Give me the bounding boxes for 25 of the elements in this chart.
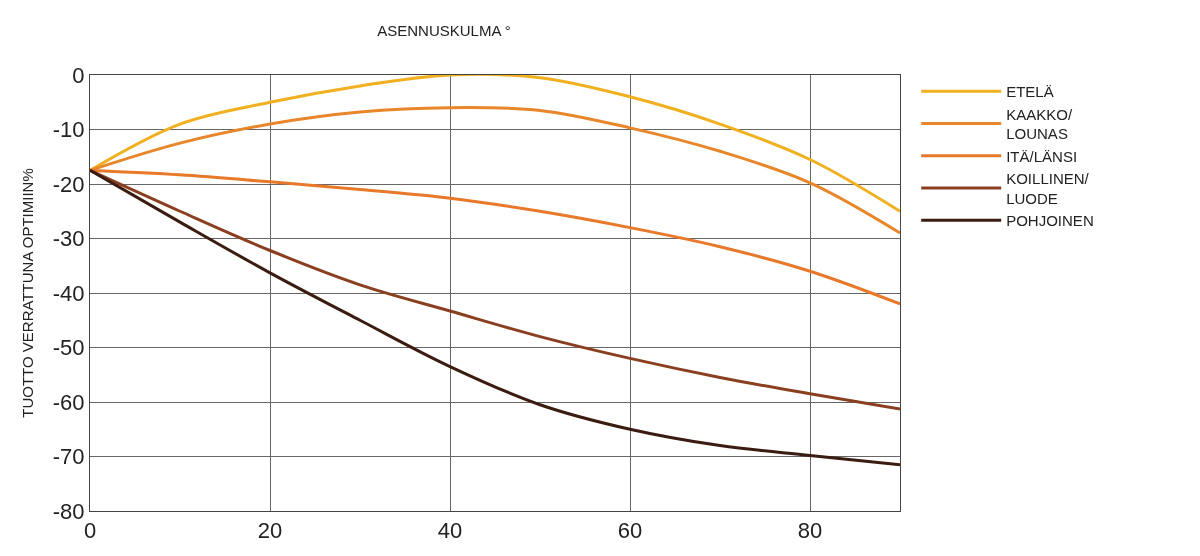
x-tick-label: 20 — [257, 518, 283, 544]
line-series — [90, 168, 900, 467]
line-series — [90, 75, 900, 213]
chart-title: ASENNUSKULMA ° — [377, 21, 511, 39]
y-tick-label: -40 — [52, 280, 85, 306]
y-tick-label: 0 — [72, 62, 85, 88]
y-axis-title: TUOTTO VERRATTUNA OPTIMIIN% — [19, 168, 37, 418]
text: KAAKKO/ LOUNAS — [1006, 105, 1073, 143]
x-tick-label: 60 — [617, 518, 643, 544]
y-tick-label: -50 — [52, 335, 85, 361]
text: ETELÄ — [1006, 83, 1054, 101]
y-tick-label: -30 — [52, 226, 85, 252]
line-series — [90, 168, 900, 411]
y-tick-label: -60 — [52, 389, 85, 415]
y-tick-label: -10 — [52, 117, 85, 143]
text: POHJOINEN — [1006, 212, 1094, 230]
y-tick-label: -20 — [52, 171, 85, 197]
x-tick-label: 80 — [797, 518, 823, 544]
line-series — [90, 106, 900, 235]
text: ITÄ/LÄNSI — [1006, 147, 1078, 165]
y-tick-label: -80 — [52, 498, 85, 524]
x-tick-label: 40 — [437, 518, 463, 544]
text: KOILLINEN/ LUODE — [1006, 170, 1090, 207]
y-tick-label: -70 — [52, 444, 85, 470]
line-series — [90, 168, 900, 306]
